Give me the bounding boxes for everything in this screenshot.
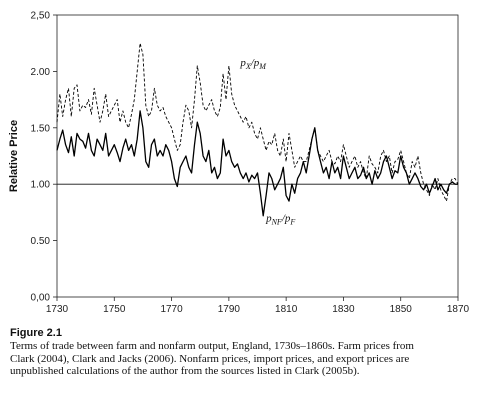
caption-line: Clark (2004), Clark and Jacks (2006). No… — [10, 352, 410, 365]
figure-caption: Figure 2.1 Terms of trade between farm a… — [10, 327, 486, 378]
x-tick-label: 1870 — [447, 304, 470, 315]
x-tick-label: 1830 — [332, 304, 355, 315]
series-line-nonfarm-farm — [56, 110, 458, 217]
x-tick-label: 1790 — [218, 304, 241, 315]
y-tick-label: 1.00 — [31, 180, 51, 191]
x-axis: 1730 1750 1770 1790 1810 1830 1850 1870 — [46, 297, 470, 315]
y-tick-label: 0.50 — [31, 236, 51, 247]
x-tick-label: 1750 — [103, 304, 126, 315]
y-tick-label: 2.00 — [31, 67, 51, 78]
caption-line: Terms of trade between farm and nonfarm … — [10, 340, 414, 352]
y-tick-label: 0,00 — [31, 293, 51, 304]
y-axis-label: Relative Price — [8, 120, 20, 192]
caption-line: unpublished calculations of the author f… — [10, 365, 360, 378]
x-tick-label: 1730 — [46, 304, 69, 315]
annotation-layer: pX/pM pNF/pF — [239, 57, 295, 227]
plot-frame — [56, 14, 459, 298]
plot-border — [56, 14, 459, 298]
y-tick-label: 1.50 — [31, 123, 51, 134]
series-layer — [56, 42, 459, 217]
series-label: pX/pM — [239, 57, 267, 71]
terms-of-trade-chart: 0,00 0.50 1.00 1.50 2.00 2,50 1730 1750 1770 179… — [8, 11, 470, 316]
figure-label: Figure 2.1 — [10, 327, 62, 339]
y-axis: 0,00 0.50 1.00 1.50 2.00 2,50 — [31, 11, 57, 304]
series-label: pNF/pF — [265, 212, 295, 226]
x-tick-label: 1850 — [390, 304, 413, 315]
x-tick-label: 1810 — [275, 304, 298, 315]
x-tick-label: 1770 — [160, 304, 183, 315]
y-tick-label: 2,50 — [31, 11, 51, 22]
